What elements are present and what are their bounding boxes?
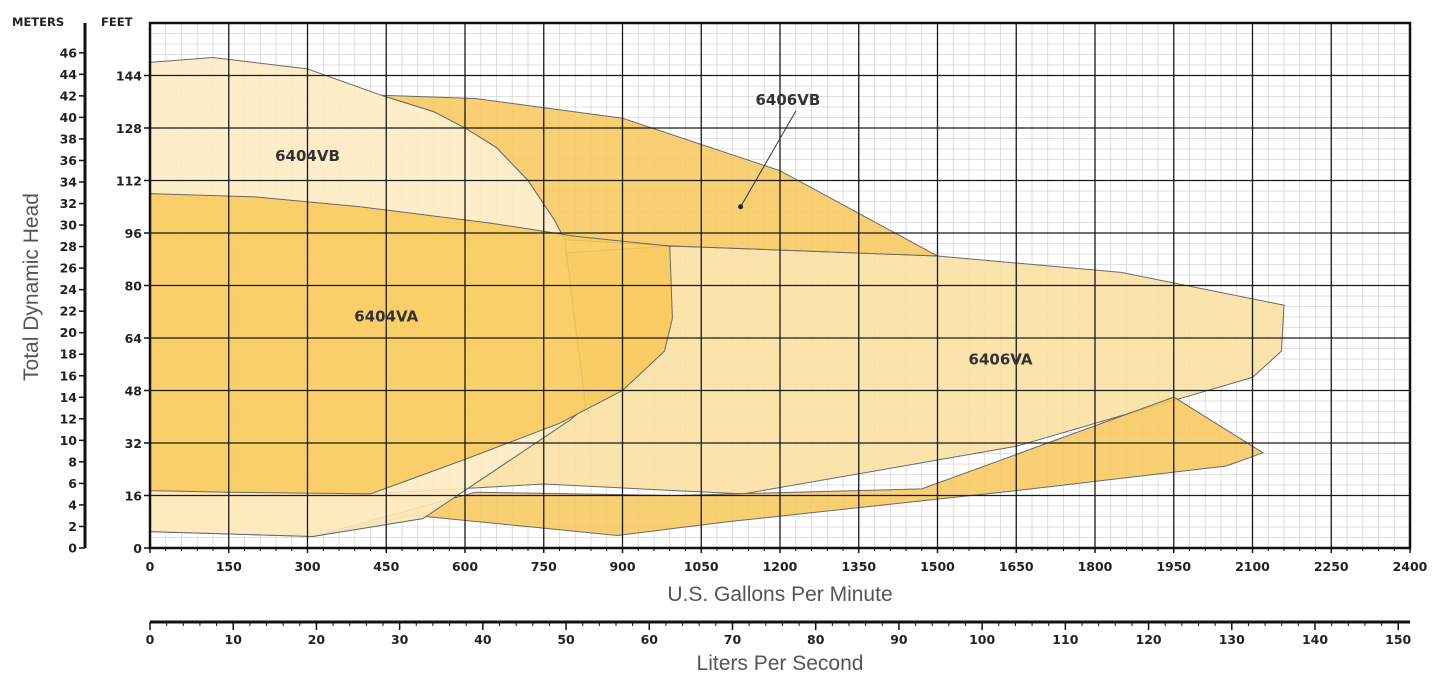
region-label-6404vb: 6404VB xyxy=(275,147,340,165)
meters-tick-label: 32 xyxy=(60,196,77,211)
x-tick-label: 1500 xyxy=(920,559,955,574)
x-tick-label: 1200 xyxy=(763,559,798,574)
meters-tick-label: 22 xyxy=(60,304,77,319)
x-axis-title: U.S. Gallons Per Minute xyxy=(667,583,892,606)
meters-tick-label: 12 xyxy=(60,411,77,426)
lps-tick-label: 20 xyxy=(308,632,326,647)
major-grid xyxy=(149,23,1411,549)
feet-tick-label: 112 xyxy=(116,174,142,189)
axes: 0 150 300 450 600 750 900 1050 1200 1350 1500 1650 1… xyxy=(60,23,1428,647)
leader-line xyxy=(740,110,797,207)
x-tick-label: 450 xyxy=(373,559,399,574)
lps-tick-label: 60 xyxy=(641,632,659,647)
feet-tick-label: 96 xyxy=(125,226,143,241)
x2-axis-title: Liters Per Second xyxy=(697,652,864,675)
feet-tick-label: 144 xyxy=(116,69,142,84)
x-tick-label: 150 xyxy=(216,559,242,574)
region-labels: 6406VA 6406VB 6404VB 6404VA xyxy=(275,91,1033,368)
lps-tick-label: 70 xyxy=(724,632,742,647)
region-label-6406vb: 6406VB xyxy=(755,91,820,109)
lps-tick-label: 50 xyxy=(557,632,575,647)
x-tick-label: 1950 xyxy=(1156,559,1191,574)
meters-tick-label: 0 xyxy=(68,541,77,556)
meters-tick-label: 24 xyxy=(60,282,78,297)
meters-tick-label: 30 xyxy=(60,218,78,233)
x-tick-label: 600 xyxy=(452,559,478,574)
lps-tick-label: 30 xyxy=(391,632,409,647)
feet-tick-label: 128 xyxy=(116,121,142,136)
x-tick-label: 1800 xyxy=(1078,559,1113,574)
meters-tick-label: 28 xyxy=(60,239,77,254)
y-units-right: FEET xyxy=(101,15,133,29)
meters-tick-label: 10 xyxy=(60,433,78,448)
x-tick-label: 2400 xyxy=(1393,559,1428,574)
y-axis-title: Total Dynamic Head xyxy=(20,193,43,381)
meters-tick-label: 20 xyxy=(60,325,78,340)
meters-tick-label: 46 xyxy=(60,45,78,60)
region-label-6406va: 6406VA xyxy=(969,350,1033,368)
meters-tick-label: 16 xyxy=(60,368,78,383)
lps-tick-label: 140 xyxy=(1302,632,1328,647)
meters-tick-label: 6 xyxy=(68,476,77,491)
meters-tick-label: 36 xyxy=(60,153,78,168)
x-tick-label: 0 xyxy=(146,559,155,574)
region-label-6404va: 6404VA xyxy=(354,308,418,326)
meters-tick-label: 26 xyxy=(60,261,78,276)
x-tick-label: 300 xyxy=(294,559,320,574)
meters-tick-label: 14 xyxy=(60,390,78,405)
meters-tick-label: 8 xyxy=(68,454,77,469)
lps-tick-label: 110 xyxy=(1052,632,1078,647)
meters-tick-label: 40 xyxy=(60,110,78,125)
x-tick-label: 2100 xyxy=(1235,559,1270,574)
feet-tick-label: 80 xyxy=(125,279,143,294)
lps-tick-label: 120 xyxy=(1136,632,1162,647)
feet-tick-label: 32 xyxy=(125,436,142,451)
region-6404va xyxy=(149,193,673,495)
performance-regions xyxy=(149,56,1285,538)
meters-tick-label: 4 xyxy=(68,497,77,512)
x-tick-label: 1350 xyxy=(841,559,876,574)
lps-tick-label: 80 xyxy=(807,632,825,647)
lps-tick-label: 100 xyxy=(969,632,995,647)
meters-tick-label: 18 xyxy=(60,347,77,362)
y-units-left: METERS xyxy=(12,15,64,29)
meters-tick-label: 44 xyxy=(60,67,78,82)
meters-tick-label: 34 xyxy=(60,174,78,189)
lps-tick-label: 10 xyxy=(225,632,243,647)
lps-tick-label: 40 xyxy=(474,632,492,647)
lps-tick-label: 90 xyxy=(890,632,908,647)
lps-tick-label: 150 xyxy=(1385,632,1411,647)
feet-tick-label: 48 xyxy=(125,384,142,399)
meters-tick-label: 42 xyxy=(60,88,77,103)
lps-tick-label: 130 xyxy=(1219,632,1245,647)
feet-tick-label: 64 xyxy=(125,331,143,346)
x-tick-label: 750 xyxy=(531,559,557,574)
lps-tick-label: 0 xyxy=(146,632,155,647)
meters-tick-label: 38 xyxy=(60,131,77,146)
feet-tick-label: 16 xyxy=(125,489,143,504)
x-tick-label: 2250 xyxy=(1314,559,1349,574)
x-tick-label: 1650 xyxy=(999,559,1034,574)
feet-tick-label: 0 xyxy=(133,541,142,556)
x-tick-label: 900 xyxy=(609,559,635,574)
x-tick-label: 1050 xyxy=(684,559,719,574)
meters-tick-label: 2 xyxy=(68,519,77,534)
leader-dot xyxy=(738,204,744,210)
